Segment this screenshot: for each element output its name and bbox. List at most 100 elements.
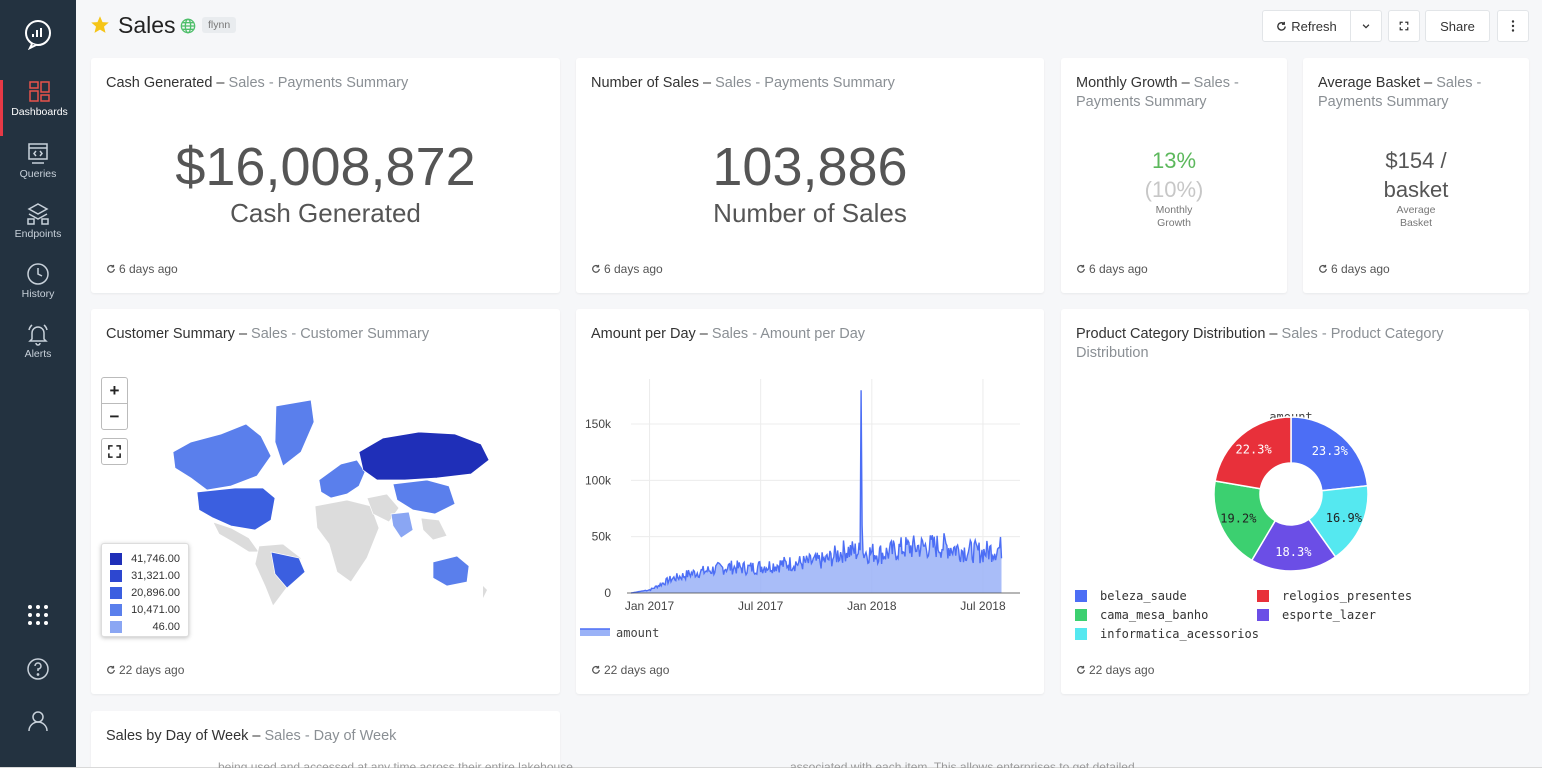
amount-area-chart[interactable]: 0 50k 100k 150k Jan 2017 Jul 2017 Jan 2018 Jul … xyxy=(576,369,1044,649)
pie-slice-esporte-lazer[interactable] xyxy=(1250,518,1337,572)
sidebar-item-queries[interactable]: Queries xyxy=(0,142,76,198)
widget-product-category: Product Category Distribution – Sales - … xyxy=(1061,309,1529,694)
history-icon xyxy=(27,263,49,285)
widget-title-main[interactable]: Sales by Day of Week xyxy=(106,728,249,744)
widget-title: Number of Sales – Sales - Payments Summa… xyxy=(591,74,1029,93)
widget-title-query[interactable]: Sales - Customer Summary xyxy=(251,326,430,342)
map-region-greenland xyxy=(274,399,315,467)
fullscreen-button[interactable] xyxy=(1388,10,1420,42)
sidebar-item-dashboards[interactable]: Dashboards xyxy=(0,80,76,136)
widget-title-main[interactable]: Number of Sales xyxy=(591,75,699,91)
pie-slice-label: 19.2% xyxy=(1220,511,1257,525)
refresh-button[interactable]: Refresh xyxy=(1262,10,1351,42)
user-icon[interactable] xyxy=(26,709,50,733)
widget-title-main[interactable]: Amount per Day xyxy=(591,326,696,342)
legend-value: 31,321.00 xyxy=(131,569,180,582)
pie-slice-label: 16.9% xyxy=(1326,511,1363,525)
refresh-icon xyxy=(1277,21,1287,31)
counter-value: 103,886 xyxy=(712,137,908,197)
widget-title-main[interactable]: Cash Generated xyxy=(106,75,213,91)
widget-title-query[interactable]: Sales - Product Category Distribution xyxy=(1076,326,1444,361)
map-region-china xyxy=(392,479,456,515)
widget-title-query[interactable]: Sales - Payments Summary xyxy=(1318,75,1482,110)
page-caption-right: associated with each item. This allows e… xyxy=(790,760,1135,768)
pie-legend-item[interactable]: informatica_acessorios xyxy=(1075,627,1259,641)
zoom-out-button[interactable]: − xyxy=(101,403,128,430)
pie-slice-label: 22.3% xyxy=(1236,443,1273,457)
last-updated[interactable]: 6 days ago xyxy=(1076,262,1148,276)
more-options-button[interactable] xyxy=(1497,10,1529,42)
legend-label: relogios_presentes xyxy=(1282,589,1413,603)
widget-title-main[interactable]: Average Basket xyxy=(1318,75,1421,91)
help-icon[interactable] xyxy=(26,657,50,681)
title-separator: – xyxy=(212,75,229,91)
pie-slice-beleza-saude[interactable] xyxy=(1290,416,1369,492)
counter-label: Number of Sales xyxy=(713,198,907,228)
map-fullscreen-button[interactable] xyxy=(101,438,128,465)
widget-title-main[interactable]: Monthly Growth xyxy=(1076,75,1178,91)
zoom-in-button[interactable]: + xyxy=(101,377,128,404)
widget-title: Customer Summary – Sales - Customer Summ… xyxy=(106,325,545,344)
apps-grid-icon[interactable] xyxy=(26,603,50,627)
sidebar-item-label: Alerts xyxy=(24,348,52,360)
widget-title-main[interactable]: Customer Summary xyxy=(106,326,235,342)
last-updated[interactable]: 22 days ago xyxy=(106,663,184,677)
legend-swatch xyxy=(1075,609,1087,621)
page-title: Sales xyxy=(118,12,176,38)
pie-slice-relogios-presentes[interactable] xyxy=(1214,416,1292,490)
pie-legend-item[interactable]: esporte_lazer xyxy=(1257,608,1376,622)
sidebar-item-history[interactable]: History xyxy=(0,262,76,318)
map-legend-item: 41,746.00 xyxy=(110,550,180,567)
widget-title-query[interactable]: Sales - Day of Week xyxy=(264,728,397,744)
alerts-icon xyxy=(28,324,48,346)
x-tick-label: Jul 2017 xyxy=(738,599,784,613)
widget-title-query[interactable]: Sales - Payments Summary xyxy=(715,75,895,91)
favorite-star-icon[interactable] xyxy=(90,15,110,35)
counter-label-line2: Growth xyxy=(1157,217,1191,229)
globe-icon xyxy=(180,18,196,34)
logo-icon[interactable] xyxy=(22,18,54,50)
map-region-new-zealand xyxy=(483,586,487,598)
last-updated[interactable]: 22 days ago xyxy=(1076,663,1154,677)
last-updated[interactable]: 6 days ago xyxy=(591,262,663,276)
widget-title-query[interactable]: Sales - Payments Summary xyxy=(1076,75,1239,110)
widget-number-of-sales: Number of Sales – Sales - Payments Summa… xyxy=(576,58,1044,293)
legend-swatch xyxy=(580,629,610,636)
chevron-down-icon xyxy=(1362,24,1370,29)
sidebar-item-alerts[interactable]: Alerts xyxy=(0,322,76,378)
counter-value: $16,008,872 xyxy=(175,137,476,197)
legend-swatch xyxy=(1257,609,1269,621)
sidebar-item-endpoints[interactable]: Endpoints xyxy=(0,202,76,258)
refresh-icon xyxy=(1319,264,1327,273)
pie-legend-item[interactable]: beleza_saude xyxy=(1075,589,1187,603)
legend-label: beleza_saude xyxy=(1100,589,1187,603)
refresh-dropdown-button[interactable] xyxy=(1351,10,1382,42)
share-button[interactable]: Share xyxy=(1425,10,1490,42)
share-label: Share xyxy=(1440,18,1475,34)
widget-title: Cash Generated – Sales - Payments Summar… xyxy=(106,74,545,93)
counter-value-line2: basket xyxy=(1383,177,1449,202)
counter-label-line2: Basket xyxy=(1399,217,1433,229)
pie-legend-item[interactable]: relogios_presentes xyxy=(1257,589,1412,603)
widget-title-query[interactable]: Sales - Amount per Day xyxy=(711,326,866,342)
pie-legend-item[interactable]: cama_mesa_banho xyxy=(1075,608,1208,622)
fullscreen-icon xyxy=(1399,21,1409,31)
last-updated-text: 6 days ago xyxy=(1331,262,1390,276)
legend-swatch xyxy=(110,620,122,633)
last-updated[interactable]: 22 days ago xyxy=(591,663,669,677)
legend-swatch xyxy=(1075,628,1087,640)
map-legend-item: 46.00 xyxy=(110,618,180,635)
queries-icon xyxy=(28,143,48,164)
widget-sales-by-day-of-week: Sales by Day of Week – Sales - Day of We… xyxy=(91,711,560,767)
category-pie-chart[interactable]: amount23.3%16.9%18.3%19.2%22.3% xyxy=(1061,399,1529,589)
widget-title-main[interactable]: Product Category Distribution xyxy=(1076,326,1266,342)
world-choropleth-map[interactable] xyxy=(151,394,560,614)
last-updated[interactable]: 6 days ago xyxy=(1318,262,1390,276)
last-updated[interactable]: 6 days ago xyxy=(106,262,178,276)
sidebar-item-label: Endpoints xyxy=(14,228,62,240)
widget-title-query[interactable]: Sales - Payments Summary xyxy=(228,75,409,91)
dashboard-tag[interactable]: flynn xyxy=(202,17,237,33)
map-region-canada xyxy=(172,423,272,491)
legend-value: 20,896.00 xyxy=(131,586,180,599)
legend-label[interactable]: amount xyxy=(616,626,659,640)
